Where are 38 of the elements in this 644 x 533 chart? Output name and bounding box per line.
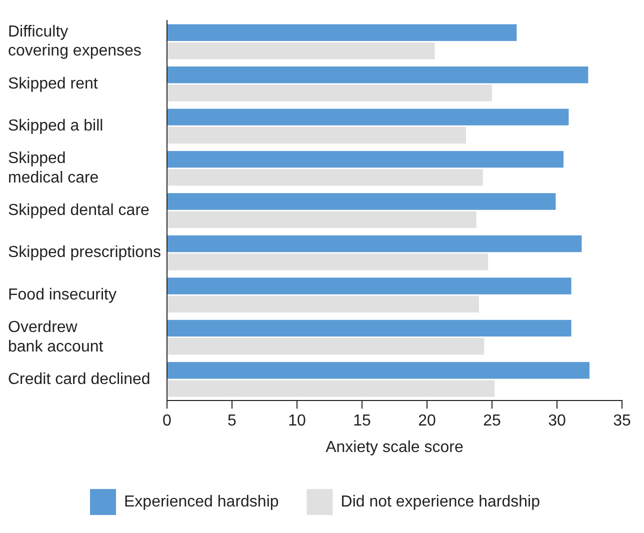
- x-axis-title: Anxiety scale score: [326, 438, 464, 456]
- x-tick-label: 5: [228, 412, 237, 430]
- bar: [167, 235, 582, 252]
- x-tick-label: 15: [353, 412, 371, 430]
- x-tick-label: 25: [483, 412, 501, 430]
- bar: [167, 211, 476, 228]
- legend-label: Experienced hardship: [124, 493, 279, 510]
- bar: [167, 380, 495, 397]
- bar: [167, 84, 492, 102]
- x-tick-label: 20: [418, 412, 436, 430]
- bar: [167, 150, 564, 168]
- legend-label: Did not experience hardship: [340, 493, 540, 510]
- x-tick-label: 30: [548, 412, 566, 430]
- y-tick-label: Skipped dental care: [8, 202, 150, 220]
- y-tick-label: Food insecurity: [8, 286, 116, 304]
- y-tick-label: Difficulty covering expenses: [8, 24, 142, 60]
- y-tick-label: Skipped a bill: [8, 118, 104, 135]
- bar: [167, 296, 479, 312]
- x-tick-label: 0: [162, 412, 172, 430]
- y-tick-label: Overdrew bank account: [8, 319, 104, 356]
- x-tick-label: 10: [288, 412, 306, 430]
- bar: [167, 320, 572, 337]
- x-tick-label: 35: [613, 412, 631, 430]
- bar: [167, 254, 488, 270]
- bar: [167, 338, 484, 355]
- bar: [167, 66, 588, 84]
- bar: [167, 126, 466, 144]
- y-tick-label: Credit card declined: [8, 370, 150, 388]
- y-tick-label: Skipped rent: [8, 75, 98, 92]
- y-tick-label: Skipped medical care: [8, 150, 99, 186]
- bar: [167, 108, 569, 126]
- bar: [167, 169, 483, 186]
- y-tick-label: Skipped prescriptions: [8, 244, 161, 262]
- bar: [167, 24, 517, 41]
- bar: [167, 193, 556, 210]
- bar: [167, 42, 435, 60]
- bar: [167, 278, 572, 294]
- bar: [167, 362, 590, 379]
